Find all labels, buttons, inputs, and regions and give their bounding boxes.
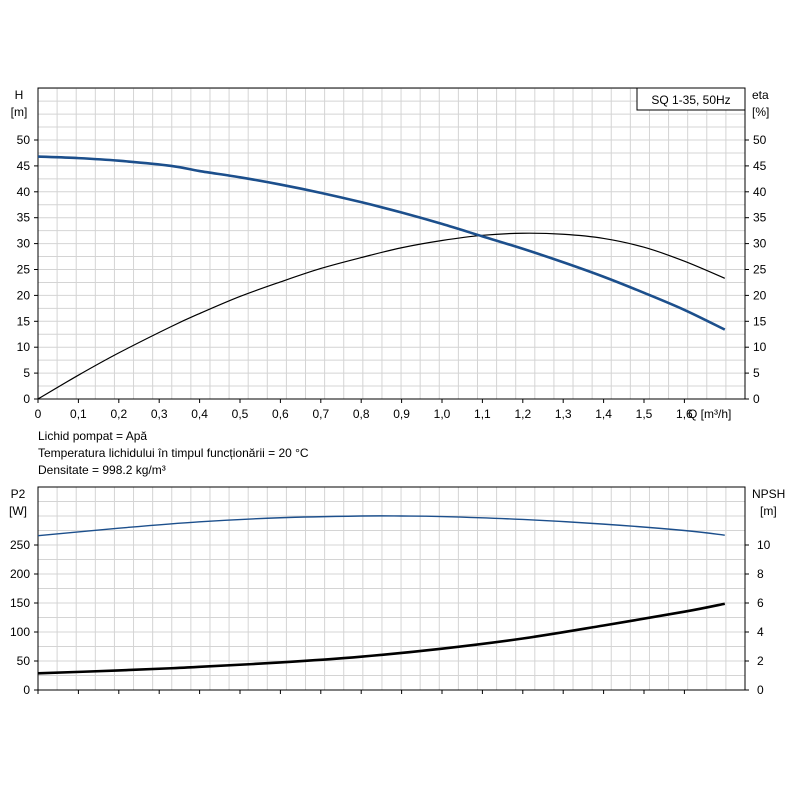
y-left-tick-label: 30 (17, 237, 31, 251)
y-right-axis-unit: [m] (760, 504, 777, 518)
y-left-axis-label: H (15, 88, 24, 102)
h-curve (37, 155, 726, 331)
y-left-tick-label: 20 (17, 288, 31, 302)
y-left-axis-label: P2 (11, 487, 26, 501)
info-temperature: Temperatura lichidului în timpul funcțio… (38, 446, 309, 460)
x-axis-label: Q [m³/h] (688, 407, 731, 421)
x-tick-label: 0,9 (393, 407, 410, 421)
y-right-tick-label: 10 (753, 340, 767, 354)
y-right-tick-label: 8 (757, 567, 764, 581)
plot-frame-bottom (37, 486, 746, 691)
y-right-tick-label: 15 (753, 314, 767, 328)
y-left-tick-label: 0 (23, 683, 30, 697)
x-tick-label: 0,3 (151, 407, 168, 421)
y-right-axis-unit: [%] (752, 105, 769, 119)
y-right-tick-label: 2 (757, 654, 764, 668)
x-tick-label: 1,5 (636, 407, 653, 421)
y-left-tick-label: 35 (17, 211, 31, 225)
y-left-tick-label: 250 (10, 538, 30, 552)
p2-curve (37, 515, 725, 537)
x-tick-label: 1,0 (434, 407, 451, 421)
bottom-chart-p2-npsh: 0 50 100 150 200 250 0 2 4 6 8 10 P2 [W] NPSH [m] (9, 486, 785, 697)
eta-curve (37, 232, 726, 400)
y-left-tick-label: 150 (10, 596, 30, 610)
info-fluid: Lichid pompat = Apă (38, 429, 148, 443)
y-right-tick-label: 20 (753, 288, 767, 302)
y-left-tick-label: 50 (17, 133, 31, 147)
x-tick-label: 1,2 (514, 407, 531, 421)
x-tick-label: 0,8 (353, 407, 370, 421)
y-right-tick-label: 10 (757, 538, 771, 552)
x-tick-label: 1,3 (555, 407, 572, 421)
y-right-tick-label: 45 (753, 159, 767, 173)
y-right-tick-label: 50 (753, 133, 767, 147)
y-right-axis-label: NPSH (752, 487, 785, 501)
legend-box-label: SQ 1-35, 50Hz (651, 93, 730, 107)
y-left-axis-unit: [m] (11, 105, 28, 119)
y-right-tick-label: 0 (753, 392, 760, 406)
x-tick-label: 1,4 (595, 407, 612, 421)
y-right-tick-label: 30 (753, 237, 767, 251)
x-tick-label: 0,1 (70, 407, 87, 421)
x-tick-label: 0,7 (312, 407, 329, 421)
y-left-tick-label: 40 (17, 185, 31, 199)
y-left-tick-label: 10 (17, 340, 31, 354)
x-tick-label: 0 (35, 407, 42, 421)
y-right-tick-label: 0 (757, 683, 764, 697)
y-left-tick-label: 45 (17, 159, 31, 173)
y-right-tick-label: 25 (753, 263, 767, 277)
y-left-tick-label: 100 (10, 625, 30, 639)
x-tick-label: 1,1 (474, 407, 491, 421)
y-left-tick-label: 15 (17, 314, 31, 328)
y-right-tick-label: 40 (753, 185, 767, 199)
x-tick-label: 0,4 (191, 407, 208, 421)
y-right-tick-label: 4 (757, 625, 764, 639)
y-left-tick-label: 200 (10, 567, 30, 581)
y-left-tick-label: 0 (23, 392, 30, 406)
top-chart-h-eta: 0 5 10 15 20 25 30 35 40 45 50 0 5 10 15 20 25 30 35 40 45 50… (11, 87, 769, 421)
x-tick-label: 0,2 (110, 407, 127, 421)
y-left-axis-unit: [W] (9, 504, 27, 518)
y-left-tick-label: 25 (17, 263, 31, 277)
y-right-axis-label: eta (752, 88, 769, 102)
info-density: Densitate = 998.2 kg/m³ (38, 463, 166, 477)
y-left-tick-label: 50 (17, 654, 31, 668)
y-right-tick-label: 35 (753, 211, 767, 225)
x-tick-label: 0,5 (232, 407, 249, 421)
npsh-curve (37, 602, 726, 675)
y-right-tick-label: 6 (757, 596, 764, 610)
x-tick-label: 1,6 (676, 407, 693, 421)
y-left-tick-label: 5 (23, 366, 30, 380)
legend-box (636, 87, 746, 111)
y-right-tick-label: 5 (753, 366, 760, 380)
x-tick-label: 0,6 (272, 407, 289, 421)
